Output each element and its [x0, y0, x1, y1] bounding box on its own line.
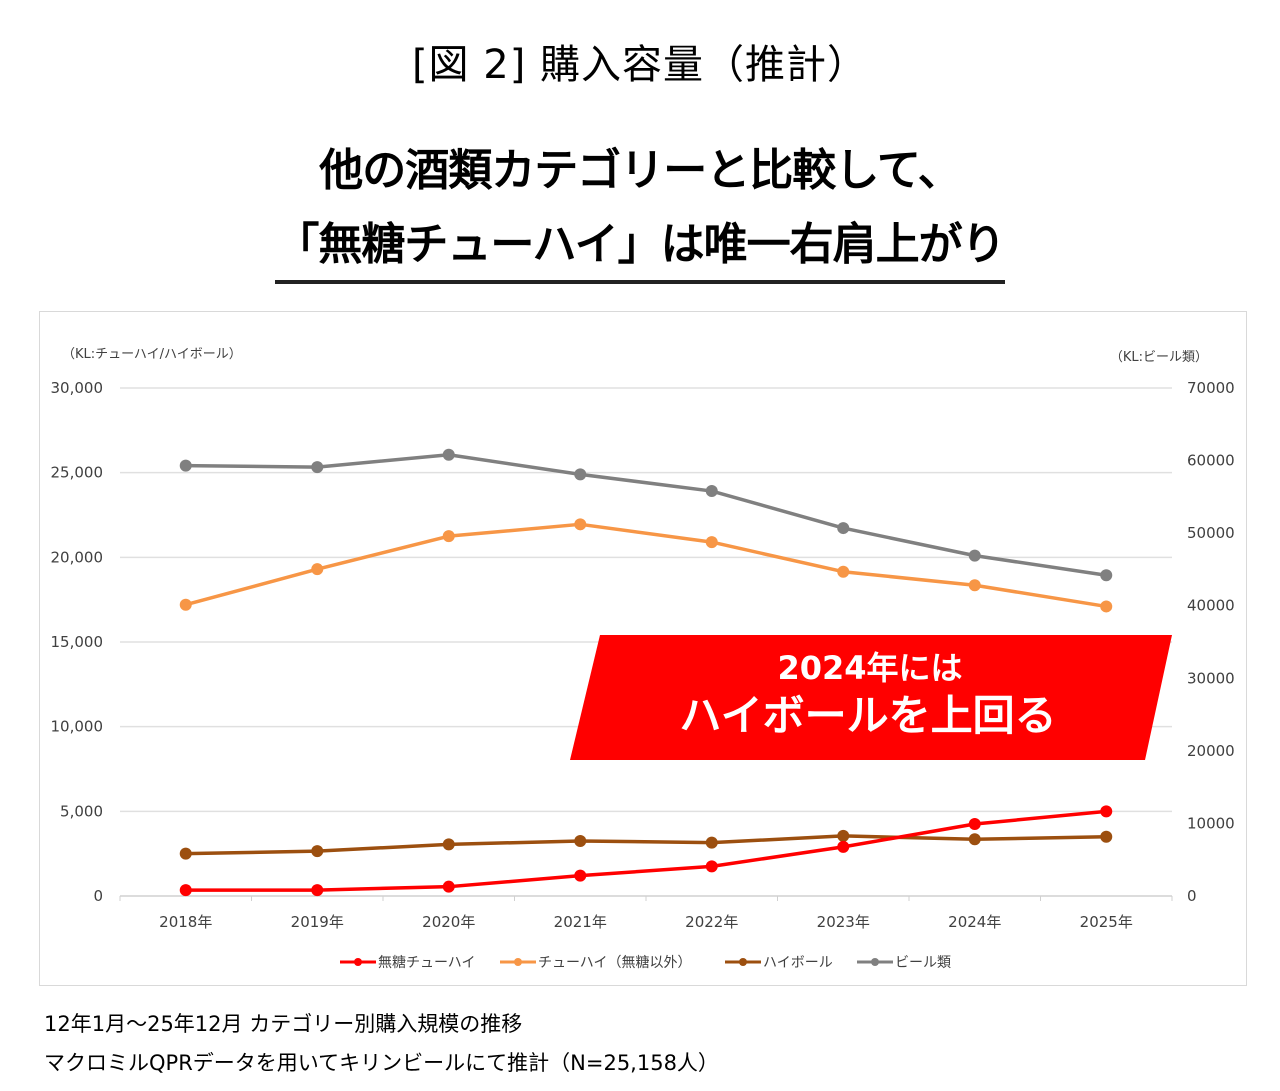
right-axis-ticks: 0 10000 20000 30000 40000 50000 60000 70000 — [1187, 379, 1235, 905]
legend-item: チューハイ（無糖以外） — [500, 955, 691, 971]
data-point — [1100, 569, 1113, 582]
legend-item: ビール類 — [857, 955, 951, 971]
data-point — [311, 845, 324, 858]
data-point — [968, 579, 981, 592]
left-axis-ticks: 0 5,000 10,000 15,000 20,000 25,000 30,000 — [51, 379, 104, 905]
right-tick-label: 50000 — [1187, 524, 1235, 542]
data-point — [311, 884, 324, 897]
data-point — [311, 461, 324, 474]
callout-line-1: 2024年には — [777, 649, 962, 687]
data-point — [179, 884, 192, 897]
legend-item: 無糖チューハイ — [340, 955, 475, 971]
data-point — [179, 598, 192, 611]
x-tick-label: 2018年 — [159, 913, 212, 931]
data-point — [574, 869, 587, 882]
data-point — [179, 847, 192, 860]
data-point — [442, 530, 455, 543]
data-point — [705, 836, 718, 849]
legend-marker-icon — [354, 958, 362, 966]
data-point — [705, 536, 718, 549]
x-tick-label: 2023年 — [817, 913, 870, 931]
data-point — [705, 860, 718, 873]
line-chart: 0 5,000 10,000 15,000 20,000 25,000 30,000 0 10… — [51, 347, 1235, 971]
right-tick-label: 60000 — [1187, 452, 1235, 470]
right-tick-label: 10000 — [1187, 814, 1235, 832]
data-point — [442, 838, 455, 851]
data-point — [837, 522, 850, 535]
legend-marker-icon — [739, 958, 747, 966]
legend-marker-icon — [514, 958, 522, 966]
left-tick-label: 10,000 — [51, 718, 104, 736]
series-1 — [179, 518, 1113, 613]
data-point — [442, 448, 455, 461]
legend: 無糖チューハイ チューハイ（無糖以外） ハイボール ビール類 — [340, 955, 951, 971]
legend-marker-icon — [871, 958, 879, 966]
right-tick-label: 70000 — [1187, 379, 1235, 397]
series-group — [179, 448, 1113, 897]
data-point — [837, 840, 850, 853]
callout-line-2: ハイボールを上回る — [679, 691, 1056, 740]
series-line — [185, 522, 1107, 609]
data-point — [705, 485, 718, 498]
headline-line-1: 他の酒類カテゴリーと比較して、 — [319, 145, 961, 196]
series-line — [185, 453, 1107, 577]
series-2 — [179, 829, 1113, 860]
data-point — [837, 829, 850, 842]
legend-label: ビール類 — [895, 955, 951, 971]
x-tick-label: 2020年 — [422, 913, 475, 931]
right-tick-label: 0 — [1187, 887, 1197, 905]
legend-label: 無糖チューハイ — [378, 955, 475, 971]
footnote-source: マクロミルQPRデータを用いてキリンビールにて推計（N=25,158人） — [44, 1051, 719, 1075]
right-tick-label: 20000 — [1187, 742, 1235, 760]
left-tick-label: 20,000 — [51, 548, 104, 566]
right-tick-label: 40000 — [1187, 597, 1235, 615]
legend-label: ハイボール — [763, 955, 833, 971]
data-point — [968, 818, 981, 831]
left-tick-label: 0 — [93, 887, 103, 905]
series-line — [185, 834, 1107, 856]
left-tick-label: 15,000 — [51, 633, 104, 651]
right-axis-label: （KL:ビール類） — [1110, 350, 1208, 365]
data-point — [179, 459, 192, 472]
x-tick-label: 2022年 — [685, 913, 738, 931]
legend-label: チューハイ（無糖以外） — [538, 955, 691, 971]
x-axis: 2018年 2019年 2020年 2021年 2022年 2023年 2024年 2025年 — [119, 896, 1173, 931]
right-tick-label: 30000 — [1187, 669, 1235, 687]
data-point — [837, 565, 850, 578]
left-tick-label: 30,000 — [51, 379, 104, 397]
callout-banner: 2024年には ハイボールを上回る — [570, 635, 1172, 760]
data-point — [1100, 830, 1113, 843]
callout-shape — [570, 635, 1172, 760]
x-tick-label: 2024年 — [948, 913, 1001, 931]
data-point — [1100, 600, 1113, 613]
x-tick-label: 2025年 — [1080, 913, 1133, 931]
data-point — [574, 834, 587, 847]
x-tick-label: 2019年 — [291, 913, 344, 931]
data-point — [574, 468, 587, 481]
left-axis-label: （KL:チューハイ/ハイボール） — [62, 347, 242, 362]
figure-title: [図 2] 購入容量（推計） — [411, 42, 869, 88]
headline-line-2: 「無糖チューハイ」は唯一右肩上がり — [0, 208, 1280, 284]
left-tick-label: 5,000 — [60, 802, 103, 820]
data-point — [574, 518, 587, 531]
data-point — [968, 833, 981, 846]
x-tick-label: 2021年 — [554, 913, 607, 931]
data-point — [442, 880, 455, 893]
series-0 — [179, 805, 1113, 897]
headline-line-2-text: 「無糖チューハイ」は唯一右肩上がり — [275, 208, 1006, 284]
data-point — [968, 549, 981, 562]
left-tick-label: 25,000 — [51, 464, 104, 482]
series-3 — [179, 448, 1113, 582]
data-point — [311, 563, 324, 576]
data-point — [1100, 805, 1113, 818]
footnote-period: 12年1月～25年12月 カテゴリー別購入規模の推移 — [44, 1012, 523, 1036]
legend-item: ハイボール — [725, 955, 833, 971]
series-line — [185, 809, 1107, 892]
